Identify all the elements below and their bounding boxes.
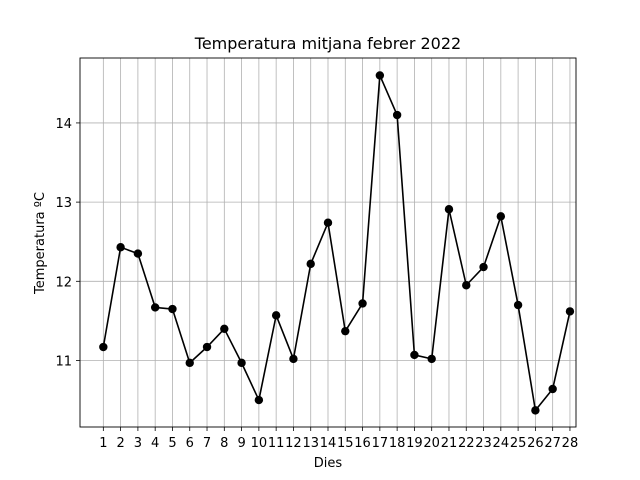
data-point [237, 358, 246, 368]
y-tick-label: 11 [55, 354, 72, 369]
data-point [116, 243, 125, 252]
x-tick-label: 10 [251, 436, 268, 451]
x-tick-label: 17 [372, 436, 389, 451]
chart-title: Temperatura mitjana febrer 2022 [194, 34, 461, 53]
data-point [375, 71, 385, 80]
data-point [323, 218, 333, 227]
data-point [254, 395, 264, 405]
x-tick-label: 19 [406, 436, 423, 451]
y-axis-label: Temperatura ºC [33, 192, 48, 295]
grid-lines [80, 58, 576, 427]
x-tick-label: 5 [168, 436, 176, 451]
y-tick-label: 12 [55, 275, 72, 290]
x-tick-label: 23 [475, 436, 492, 451]
data-point [358, 299, 367, 308]
data-point [220, 324, 229, 334]
x-tick-label: 24 [493, 436, 510, 451]
data-point [185, 358, 194, 368]
x-tick-label: 9 [237, 436, 245, 451]
x-tick-label: 27 [544, 436, 561, 451]
data-point [341, 326, 350, 336]
data-point [392, 110, 402, 120]
x-tick-label: 18 [389, 436, 406, 451]
x-tick-label: 2 [116, 436, 124, 451]
x-tick-label: 12 [285, 436, 302, 451]
x-tick-label: 4 [151, 436, 159, 451]
x-tick-label: 1 [99, 436, 107, 451]
series-line [102, 74, 571, 412]
series-temperatura [99, 71, 575, 415]
x-tick-label: 6 [186, 436, 194, 451]
x-tick-label: 21 [441, 436, 458, 451]
x-tick-label: 26 [527, 436, 544, 451]
x-axis-label: Dies [314, 456, 343, 471]
x-tick-label: 22 [458, 436, 475, 451]
data-point [133, 249, 143, 258]
data-point [410, 350, 419, 360]
data-point [462, 281, 471, 290]
data-point [289, 354, 298, 364]
x-tick-label: 28 [562, 436, 579, 451]
plot-frame [79, 57, 577, 428]
data-point [496, 212, 506, 221]
data-point [202, 342, 212, 352]
x-tick-label: 15 [337, 436, 354, 451]
data-point [168, 304, 177, 314]
y-tick-label: 13 [55, 196, 72, 211]
data-point [150, 303, 160, 312]
data-point [427, 354, 436, 364]
data-point [99, 342, 108, 352]
x-tick-label: 11 [268, 436, 285, 451]
data-point [531, 406, 540, 415]
x-tick-label: 7 [203, 436, 211, 451]
data-point [271, 311, 281, 320]
data-point [565, 307, 575, 316]
data-point [513, 300, 523, 310]
x-tick-label: 16 [354, 436, 371, 451]
x-tick-label: 14 [320, 436, 337, 451]
data-point [306, 259, 315, 269]
y-tick-label: 14 [55, 117, 72, 132]
x-tick-label: 13 [302, 436, 319, 451]
data-point [548, 384, 557, 394]
data-point [444, 205, 454, 214]
x-tick-label: 3 [134, 436, 142, 451]
x-tick-label: 20 [423, 436, 440, 451]
data-point [479, 262, 488, 272]
x-tick-label: 8 [220, 436, 228, 451]
axes: 1 2 3 4 5 6 7 8 9 10 11 12 13 14 15 16 17 18 19 20 21 22 23 24 2… [55, 57, 579, 451]
x-tick-label: 25 [510, 436, 527, 451]
